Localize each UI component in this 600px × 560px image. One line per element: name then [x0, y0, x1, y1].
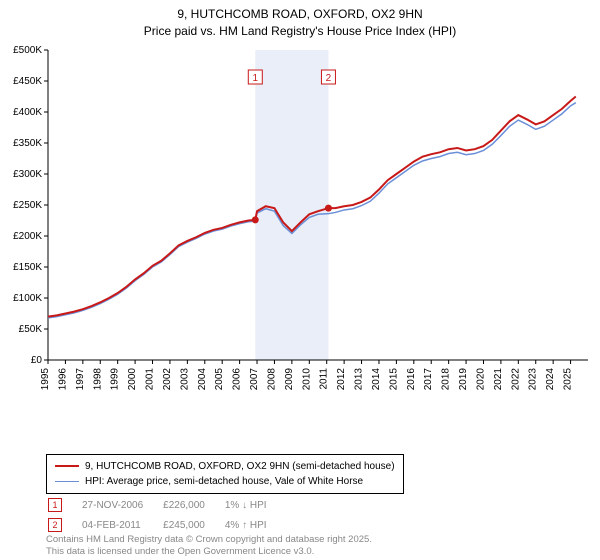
svg-text:2009: 2009: [284, 368, 295, 391]
sale-delta: 4% ↑ HPI: [225, 516, 285, 534]
svg-text:2013: 2013: [354, 368, 365, 391]
svg-text:£100K: £100K: [13, 293, 42, 304]
svg-text:£450K: £450K: [13, 76, 42, 87]
svg-text:1995: 1995: [40, 368, 51, 391]
chart-title: 9, HUTCHCOMB ROAD, OXFORD, OX2 9HN Price…: [0, 0, 600, 40]
title-line1: 9, HUTCHCOMB ROAD, OXFORD, OX2 9HN: [0, 6, 600, 23]
legend-label: HPI: Average price, semi-detached house,…: [85, 476, 363, 487]
svg-text:1997: 1997: [75, 368, 86, 391]
svg-text:2010: 2010: [301, 368, 312, 391]
svg-text:£300K: £300K: [13, 169, 42, 180]
table-row: 1 27-NOV-2006£226,0001% ↓ HPI: [48, 496, 285, 514]
svg-text:2024: 2024: [545, 368, 556, 391]
svg-text:2000: 2000: [127, 368, 138, 391]
svg-text:2014: 2014: [371, 368, 382, 391]
sale-price: £245,000: [163, 516, 223, 534]
legend-swatch: [55, 481, 79, 483]
svg-text:£200K: £200K: [13, 231, 42, 242]
svg-text:2022: 2022: [510, 368, 521, 391]
svg-text:2017: 2017: [423, 368, 434, 391]
svg-text:2007: 2007: [249, 368, 260, 391]
svg-text:2001: 2001: [145, 368, 156, 391]
sale-date: 04-FEB-2011: [82, 516, 161, 534]
svg-text:2: 2: [326, 73, 332, 84]
svg-text:2006: 2006: [232, 368, 243, 391]
svg-text:2023: 2023: [528, 368, 539, 391]
legend-item: 9, HUTCHCOMB ROAD, OXFORD, OX2 9HN (semi…: [55, 459, 395, 474]
svg-text:2016: 2016: [406, 368, 417, 391]
svg-text:1996: 1996: [57, 368, 68, 391]
svg-text:£500K: £500K: [13, 45, 42, 56]
credit-line2: This data is licensed under the Open Gov…: [46, 546, 372, 558]
svg-text:2004: 2004: [197, 368, 208, 391]
svg-text:2018: 2018: [441, 368, 452, 391]
table-row: 2 04-FEB-2011£245,0004% ↑ HPI: [48, 516, 285, 534]
sale-date: 27-NOV-2006: [82, 496, 161, 514]
sale-delta: 1% ↓ HPI: [225, 496, 285, 514]
svg-text:2019: 2019: [458, 368, 469, 391]
svg-text:£0: £0: [31, 355, 43, 366]
sale-badge: 1: [48, 498, 62, 512]
svg-text:2021: 2021: [493, 368, 504, 391]
svg-text:£250K: £250K: [13, 200, 42, 211]
credits: Contains HM Land Registry data © Crown c…: [46, 534, 372, 559]
credit-line1: Contains HM Land Registry data © Crown c…: [46, 534, 372, 546]
legend-swatch: [55, 465, 79, 467]
svg-text:2002: 2002: [162, 368, 173, 391]
svg-text:£400K: £400K: [13, 107, 42, 118]
svg-text:£150K: £150K: [13, 262, 42, 273]
svg-text:2003: 2003: [179, 368, 190, 391]
svg-text:1998: 1998: [92, 368, 103, 391]
sales-table: 1 27-NOV-2006£226,0001% ↓ HPI 2 04-FEB-2011…: [46, 494, 287, 536]
svg-text:£50K: £50K: [19, 324, 43, 335]
legend-item: HPI: Average price, semi-detached house,…: [55, 474, 395, 489]
svg-text:2025: 2025: [563, 368, 574, 391]
svg-text:1999: 1999: [110, 368, 121, 391]
sale-price: £226,000: [163, 496, 223, 514]
legend: 9, HUTCHCOMB ROAD, OXFORD, OX2 9HN (semi…: [46, 454, 404, 494]
svg-text:2020: 2020: [475, 368, 486, 391]
svg-text:2005: 2005: [214, 368, 225, 391]
svg-text:£350K: £350K: [13, 138, 42, 149]
svg-text:2015: 2015: [388, 368, 399, 391]
svg-text:2012: 2012: [336, 368, 347, 391]
svg-text:2008: 2008: [266, 368, 277, 391]
svg-text:2011: 2011: [319, 368, 330, 390]
title-line2: Price paid vs. HM Land Registry's House …: [0, 23, 600, 40]
svg-text:1: 1: [253, 73, 259, 84]
legend-label: 9, HUTCHCOMB ROAD, OXFORD, OX2 9HN (semi…: [85, 461, 395, 472]
sale-badge: 2: [48, 518, 62, 532]
chart-area: £0 £50K £100K £150K £200K £250K £300K £350K £400…: [8, 40, 592, 415]
